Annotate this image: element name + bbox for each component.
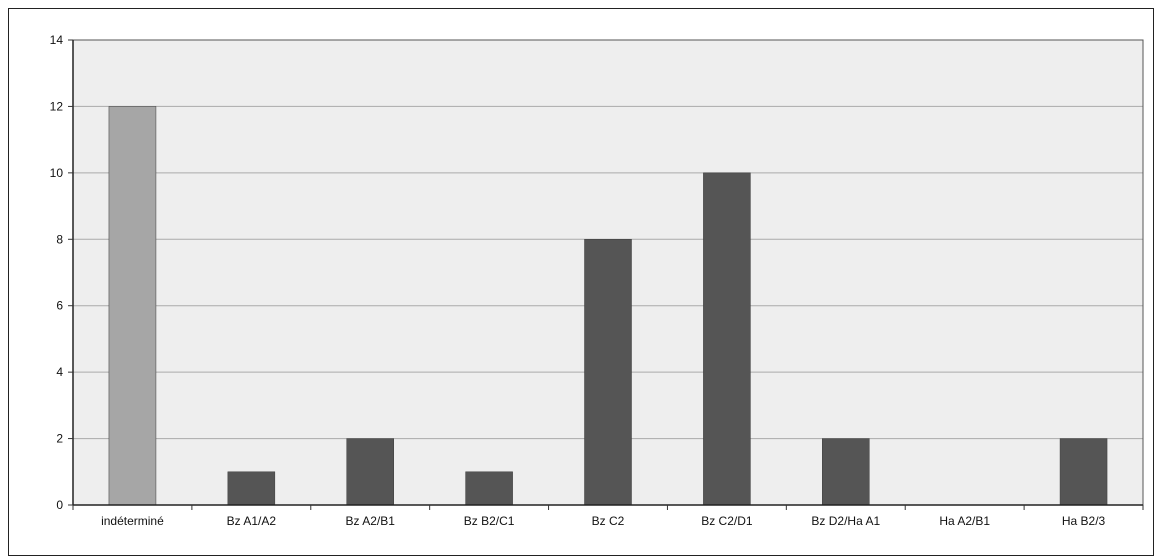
x-tick-label: Bz A2/B1 <box>346 514 396 528</box>
x-tick-label: Ha A2/B1 <box>939 514 990 528</box>
y-tick-label: 2 <box>56 432 63 446</box>
x-tick-label: Bz C2/D1 <box>701 514 753 528</box>
bar-5 <box>703 172 751 506</box>
x-tick-label: Bz C2 <box>592 514 625 528</box>
x-tick-label: indéterminé <box>101 514 164 528</box>
y-tick-label: 4 <box>56 365 63 379</box>
y-tick-label: 0 <box>56 498 63 512</box>
y-tick-label: 6 <box>56 299 63 313</box>
bar-8 <box>1059 438 1108 506</box>
x-tick-label: Ha B2/3 <box>1062 514 1106 528</box>
bar-3 <box>465 471 513 506</box>
x-tick-label: Bz A1/A2 <box>227 514 277 528</box>
bar-1 <box>227 471 276 506</box>
x-tick-label: Bz D2/Ha A1 <box>811 514 880 528</box>
y-tick-label: 10 <box>50 166 64 180</box>
bar-6 <box>822 438 870 506</box>
y-tick-label: 12 <box>50 99 64 113</box>
bar-0 <box>108 106 157 506</box>
bar-2 <box>346 438 394 506</box>
y-tick-label: 14 <box>50 33 64 47</box>
bar-4 <box>584 239 632 506</box>
x-tick-label: Bz B2/C1 <box>464 514 515 528</box>
y-tick-label: 8 <box>56 232 63 246</box>
